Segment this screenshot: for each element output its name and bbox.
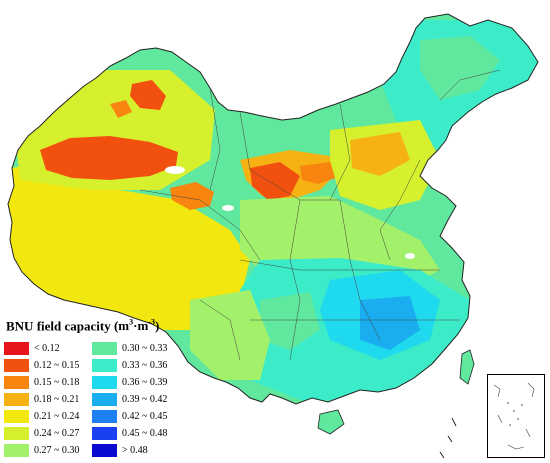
legend-item: 0.39 ~ 0.42 — [92, 391, 167, 408]
legend-item: 0.33 ~ 0.36 — [92, 357, 167, 374]
legend-item: 0.36 ~ 0.39 — [92, 374, 167, 391]
legend-item: 0.27 ~ 0.30 — [4, 442, 79, 459]
legend-swatch — [92, 359, 117, 372]
province-boundaries — [139, 69, 501, 361]
taiwan-island — [459, 349, 475, 385]
legend-swatch — [92, 410, 117, 423]
legend-swatch — [4, 427, 29, 440]
legend-unit: (m3·m-3) — [113, 318, 160, 334]
legend-swatch — [4, 393, 29, 406]
legend-swatch — [92, 342, 117, 355]
legend-swatch — [92, 444, 117, 457]
legend-label: < 0.12 — [34, 343, 60, 354]
legend-swatch — [4, 342, 29, 355]
legend: BNU field capacity (m3·m-3) < 0.12 0.12 ~… — [4, 318, 194, 462]
taklamakan-zone — [40, 136, 178, 180]
qaidam-zone — [170, 182, 214, 210]
southwest-zone — [190, 290, 270, 380]
legend-label: 0.21 ~ 0.24 — [34, 411, 80, 422]
legend-item: < 0.12 — [4, 340, 79, 357]
legend-label: 0.30 ~ 0.33 — [122, 343, 168, 354]
legend-swatch — [4, 359, 29, 372]
national-boundary — [7, 13, 539, 405]
legend-label: 0.33 ~ 0.36 — [122, 360, 168, 371]
tibet-plateau-zone — [8, 160, 250, 330]
legend-title: BNU field capacity (m3·m-3) — [6, 318, 159, 334]
hainan-island — [317, 409, 345, 435]
inset-map — [493, 382, 535, 450]
legend-label: 0.39 ~ 0.42 — [122, 394, 168, 405]
legend-swatch — [92, 376, 117, 389]
legend-swatch — [4, 376, 29, 389]
legend-label: 0.27 ~ 0.30 — [34, 445, 80, 456]
legend-item: > 0.48 — [92, 442, 167, 459]
legend-label: > 0.48 — [122, 445, 148, 456]
legend-item: 0.15 ~ 0.18 — [4, 374, 79, 391]
nine-dash-line — [439, 417, 457, 459]
south-china-sea-inset — [487, 374, 545, 458]
legend-label: 0.45 ~ 0.48 — [122, 428, 168, 439]
legend-column-2: 0.30 ~ 0.33 0.33 ~ 0.36 0.36 ~ 0.39 0.39 ~ … — [92, 340, 167, 459]
legend-label: 0.36 ~ 0.39 — [122, 377, 168, 388]
legend-column-1: < 0.12 0.12 ~ 0.15 0.15 ~ 0.18 0.18 ~ 0.21 0… — [4, 340, 79, 459]
field-capacity-raster — [8, 20, 538, 400]
legend-item: 0.42 ~ 0.45 — [92, 408, 167, 425]
legend-swatch — [92, 393, 117, 406]
legend-label: 0.24 ~ 0.27 — [34, 428, 80, 439]
legend-item: 0.30 ~ 0.33 — [92, 340, 167, 357]
legend-swatch — [4, 410, 29, 423]
legend-label: 0.12 ~ 0.15 — [34, 360, 80, 371]
legend-item: 0.21 ~ 0.24 — [4, 408, 79, 425]
legend-item: 0.12 ~ 0.15 — [4, 357, 79, 374]
legend-label: 0.42 ~ 0.45 — [122, 411, 168, 422]
legend-item: 0.24 ~ 0.27 — [4, 425, 79, 442]
legend-label: 0.18 ~ 0.21 — [34, 394, 80, 405]
legend-swatch — [4, 444, 29, 457]
legend-swatch — [92, 427, 117, 440]
legend-item: 0.45 ~ 0.48 — [92, 425, 167, 442]
legend-item: 0.18 ~ 0.21 — [4, 391, 79, 408]
legend-label: 0.15 ~ 0.18 — [34, 377, 80, 388]
legend-title-text: BNU field capacity — [6, 318, 111, 334]
junggar-zone — [130, 80, 166, 110]
